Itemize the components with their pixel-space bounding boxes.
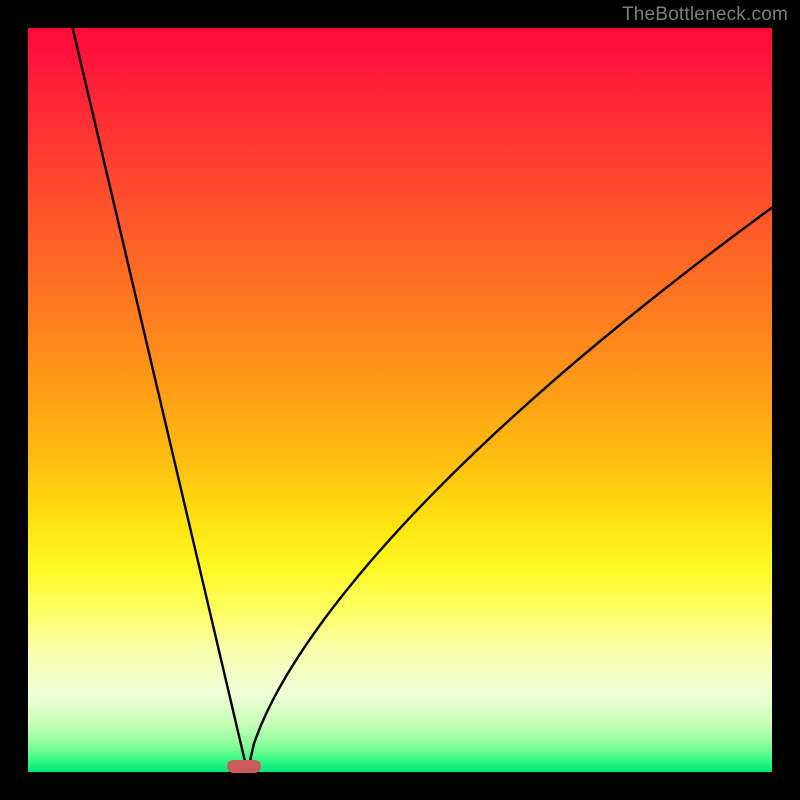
curve-layer (28, 28, 772, 772)
minimum-marker (227, 760, 261, 773)
bottleneck-curve (73, 28, 772, 772)
watermark-text: TheBottleneck.com (622, 4, 788, 26)
plot-area (28, 28, 772, 772)
